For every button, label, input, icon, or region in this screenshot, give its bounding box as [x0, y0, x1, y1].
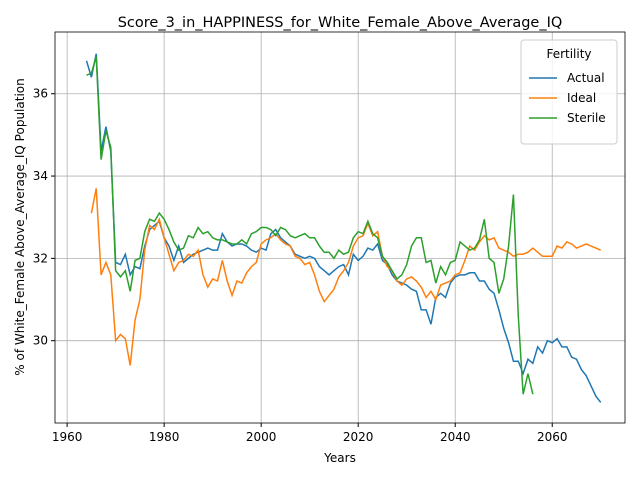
- lines: [85, 53, 602, 403]
- y-tick-label: 32: [33, 251, 48, 265]
- chart-title: Score_3_in_HAPPINESS_for_White_Female_Ab…: [118, 15, 563, 31]
- x-tick-label: 2000: [246, 430, 277, 444]
- x-tick-label: 2020: [343, 430, 374, 444]
- y-tick-label: 36: [33, 87, 48, 101]
- y-axis-label: % of White_Female Above_Average_IQ Popul…: [13, 78, 27, 375]
- legend: Fertility Actual Ideal Sterile: [520, 39, 618, 145]
- x-axis-label: Years: [323, 451, 356, 465]
- series-line: [86, 56, 534, 395]
- legend-label: Sterile: [567, 111, 606, 125]
- series-line: [85, 53, 602, 403]
- plot-frame: [54, 31, 626, 424]
- x-tick-label: 1980: [149, 430, 180, 444]
- x-tick-label: 1960: [52, 430, 83, 444]
- legend-title: Fertility: [546, 47, 591, 61]
- y-tick-label: 30: [33, 334, 48, 348]
- legend-label: Actual: [567, 71, 605, 85]
- x-tick-label: 2040: [440, 430, 471, 444]
- series-line: [90, 188, 602, 366]
- x-tick-label: 2060: [537, 430, 568, 444]
- y-tick-label: 34: [33, 169, 48, 183]
- legend-label: Ideal: [567, 91, 596, 105]
